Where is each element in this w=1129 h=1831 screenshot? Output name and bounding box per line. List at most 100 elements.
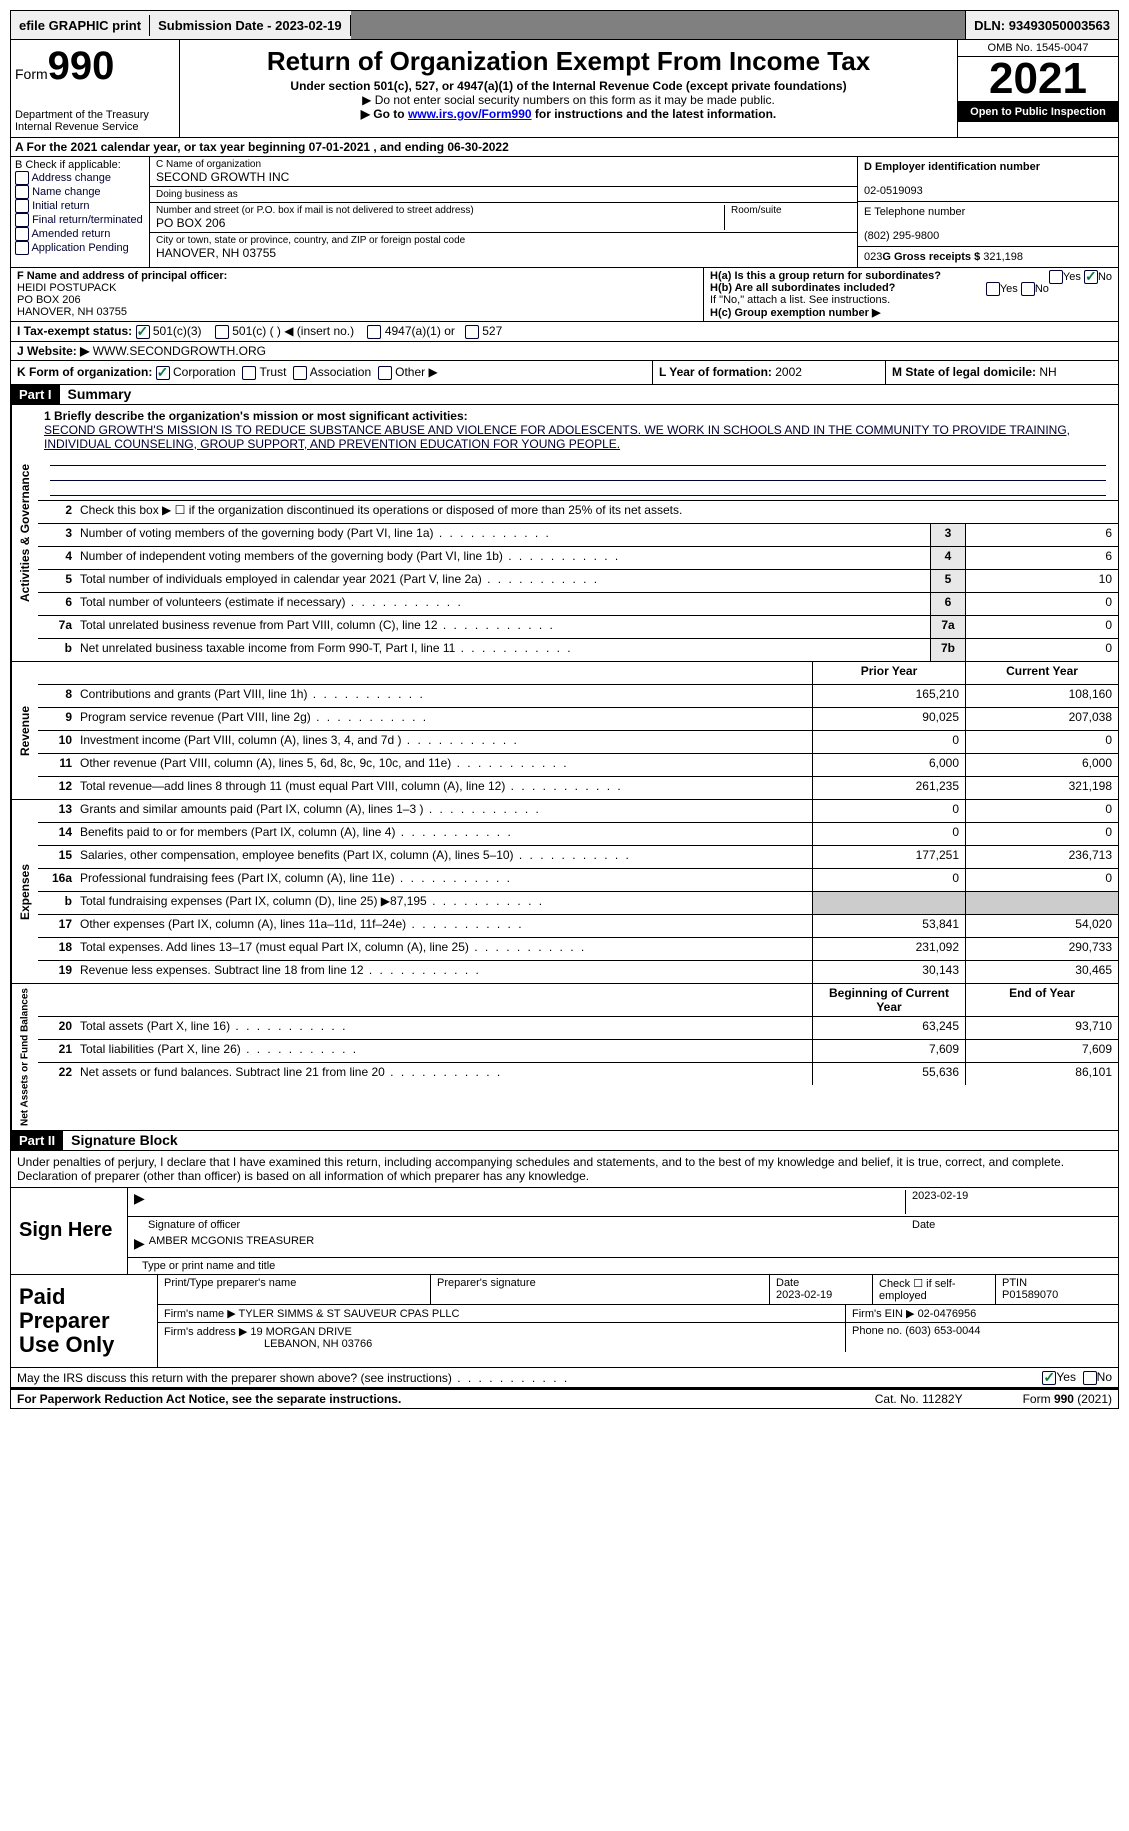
prep-date: 2023-02-19 xyxy=(776,1289,866,1301)
cb-final[interactable]: Final return/terminated xyxy=(15,213,145,227)
firm-name: TYLER SIMMS & ST SAUVEUR CPAS PLLC xyxy=(239,1308,460,1320)
footer-discuss: May the IRS discuss this return with the… xyxy=(10,1368,1119,1388)
form-note1: ▶ Do not enter social security numbers o… xyxy=(184,93,953,107)
section-a: A For the 2021 calendar year, or tax yea… xyxy=(10,138,1119,157)
line2: Check this box ▶ ☐ if the organization d… xyxy=(76,501,1118,523)
efile-print: efile GRAPHIC print xyxy=(11,15,150,36)
gross-receipts: 321,198 xyxy=(983,251,1023,263)
top-bar: efile GRAPHIC print Submission Date - 20… xyxy=(10,10,1119,40)
col-b-label: B Check if applicable: xyxy=(15,159,145,171)
phone-box: E Telephone number (802) 295-9800 xyxy=(858,202,1118,247)
cb-amended[interactable]: Amended return xyxy=(15,227,145,241)
mission-block: 1 Briefly describe the organization's mi… xyxy=(38,405,1118,500)
sign-here-block: Sign Here ▶ 2023-02-19 Signature of offi… xyxy=(10,1188,1119,1275)
hdr-beg: Beginning of Current Year xyxy=(812,984,965,1016)
firm-phone-label: Phone no. xyxy=(852,1325,905,1337)
org-name-row: C Name of organization SECOND GROWTH INC xyxy=(150,157,857,187)
side-net: Net Assets or Fund Balances xyxy=(11,984,38,1130)
form-number: Form990 xyxy=(15,44,175,89)
sig-officer-label: Signature of officer xyxy=(148,1219,240,1231)
form-note2: ▶ Go to www.irs.gov/Form990 for instruct… xyxy=(184,107,953,121)
org-city: HANOVER, NH 03755 xyxy=(156,246,851,260)
footer-bottom: For Paperwork Reduction Act Notice, see … xyxy=(10,1388,1119,1409)
tax-year: 2021 xyxy=(958,57,1118,102)
signer-name: AMBER MCGONIS TREASURER xyxy=(149,1235,314,1255)
form-subtitle: Under section 501(c), 527, or 4947(a)(1)… xyxy=(184,79,953,93)
line-13: 13 Grants and similar amounts paid (Part… xyxy=(38,800,1118,823)
row-klm: K Form of organization: Corporation Trus… xyxy=(10,361,1119,385)
line-8: 8 Contributions and grants (Part VIII, l… xyxy=(38,685,1118,708)
addr-row: Number and street (or P.O. box if mail i… xyxy=(150,203,857,233)
line-17: 17 Other expenses (Part IX, column (A), … xyxy=(38,915,1118,938)
ptin-label: PTIN xyxy=(1002,1277,1112,1289)
col-d: D Employer identification number 02-0519… xyxy=(858,157,1118,267)
firm-addr: 19 MORGAN DRIVE xyxy=(250,1326,351,1338)
hdr-prior: Prior Year xyxy=(812,662,965,684)
line-b: b Net unrelated business taxable income … xyxy=(38,639,1118,661)
col-c: C Name of organization SECOND GROWTH INC… xyxy=(150,157,858,267)
cb-name[interactable]: Name change xyxy=(15,185,145,199)
row-i: I Tax-exempt status: 501(c)(3) 501(c) ( … xyxy=(10,322,1119,342)
part1-title: Summary xyxy=(60,386,132,402)
cb-assoc[interactable] xyxy=(293,366,307,380)
header-center: Return of Organization Exempt From Incom… xyxy=(180,40,957,137)
declaration-text: Under penalties of perjury, I declare th… xyxy=(11,1151,1118,1187)
line-14: 14 Benefits paid to or for members (Part… xyxy=(38,823,1118,846)
cb-4947[interactable] xyxy=(367,325,381,339)
cb-527[interactable] xyxy=(465,325,479,339)
firm-name-label: Firm's name ▶ xyxy=(164,1308,239,1320)
row-k: K Form of organization: Corporation Trus… xyxy=(11,361,652,384)
line-10: 10 Investment income (Part VIII, column … xyxy=(38,731,1118,754)
ein: 02-0519093 xyxy=(864,185,923,197)
side-gov: Activities & Governance xyxy=(11,405,38,661)
line-20: 20 Total assets (Part X, line 16) 63,245… xyxy=(38,1017,1118,1040)
cb-discuss-no[interactable] xyxy=(1083,1371,1097,1385)
row-j: J Website: ▶ WWW.SECONDGROWTH.ORG xyxy=(10,342,1119,361)
signer-name-label: Type or print name and title xyxy=(128,1258,1118,1274)
cb-discuss-yes[interactable] xyxy=(1042,1371,1056,1385)
cb-initial[interactable]: Initial return xyxy=(15,199,145,213)
row-m: M State of legal domicile: NH xyxy=(885,361,1118,384)
col-b: B Check if applicable: Address change Na… xyxy=(11,157,150,267)
submission-date: Submission Date - 2023-02-19 xyxy=(150,15,351,36)
section-governance: Activities & Governance 1 Briefly descri… xyxy=(10,405,1119,662)
form-title: Return of Organization Exempt From Incom… xyxy=(184,46,953,77)
phone: (802) 295-9800 xyxy=(864,230,939,242)
cb-pending[interactable]: Application Pending xyxy=(15,241,145,255)
line-7a: 7a Total unrelated business revenue from… xyxy=(38,616,1118,639)
line-4: 4 Number of independent voting members o… xyxy=(38,547,1118,570)
line-b: b Total fundraising expenses (Part IX, c… xyxy=(38,892,1118,915)
cb-trust[interactable] xyxy=(242,366,256,380)
line-9: 9 Program service revenue (Part VIII, li… xyxy=(38,708,1118,731)
dept-treasury: Department of the Treasury Internal Reve… xyxy=(15,109,175,133)
line-18: 18 Total expenses. Add lines 13–17 (must… xyxy=(38,938,1118,961)
org-addr: PO BOX 206 xyxy=(156,216,724,230)
prep-name-label: Print/Type preparer's name xyxy=(164,1277,424,1289)
cb-address[interactable]: Address change xyxy=(15,171,145,185)
line-22: 22 Net assets or fund balances. Subtract… xyxy=(38,1063,1118,1085)
cb-corp[interactable] xyxy=(156,366,170,380)
cb-501c[interactable] xyxy=(215,325,229,339)
header-left: Form990 Department of the Treasury Inter… xyxy=(11,40,180,137)
city-row: City or town, state or province, country… xyxy=(150,233,857,262)
hdr-current: Current Year xyxy=(965,662,1118,684)
prep-selfemp: Check ☐ if self-employed xyxy=(873,1275,996,1304)
block-bcd: B Check if applicable: Address change Na… xyxy=(10,157,1119,268)
org-name: SECOND GROWTH INC xyxy=(156,170,851,184)
prep-date-label: Date xyxy=(776,1277,866,1289)
irs-link[interactable]: www.irs.gov/Form990 xyxy=(408,107,532,121)
group-return: H(a) Is this a group return for subordin… xyxy=(704,268,1118,321)
row-fh: F Name and address of principal officer:… xyxy=(10,268,1119,322)
section-revenue: Revenue Prior Year Current Year 8 Contri… xyxy=(10,662,1119,800)
hdr-end: End of Year xyxy=(965,984,1118,1016)
cb-other[interactable] xyxy=(378,366,392,380)
sign-date: 2023-02-19 xyxy=(905,1190,1112,1214)
ptin: P01589070 xyxy=(1002,1289,1112,1301)
topbar-spacer xyxy=(351,11,966,39)
firm-ein: 02-0476956 xyxy=(918,1308,977,1320)
sign-here-label: Sign Here xyxy=(11,1188,127,1274)
cb-501c3[interactable] xyxy=(136,325,150,339)
line-16a: 16a Professional fundraising fees (Part … xyxy=(38,869,1118,892)
cat-no: Cat. No. 11282Y xyxy=(875,1392,963,1406)
mission-text: SECOND GROWTH'S MISSION IS TO REDUCE SUB… xyxy=(44,423,1070,451)
